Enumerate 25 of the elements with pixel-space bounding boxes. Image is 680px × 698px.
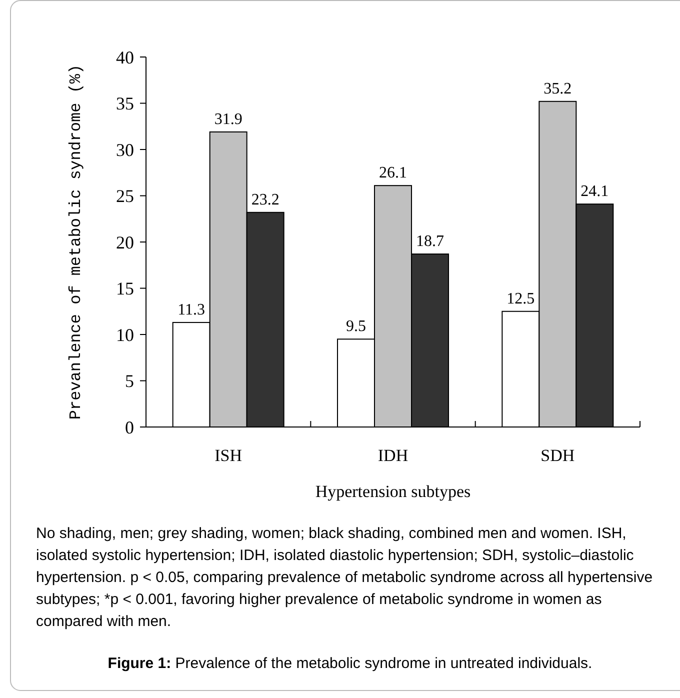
y-tick-label: 30 [116, 140, 134, 160]
y-tick-label: 0 [125, 417, 134, 438]
text: Figure 1: Prevalence of the metabolic syndrome in untreated individuals. [108, 655, 592, 672]
x-tick-label: SDH [540, 446, 575, 465]
text: No shading, men; grey shading, women; black shading, combined men and women. ISH, isolated systolic hypertension; IDH, isolated diastolic hypertension; SDH, systolic–diastolic hypertension. p < 0.05, comparing prevalence of metabolic syndrome across all hypertensive subtypes; *p < 0.001, favoring higher prevalence of metabolic syndrome in women as compared with men. [36, 525, 653, 630]
y-tick-label: 35 [116, 94, 134, 114]
y-tick-label: 20 [116, 232, 134, 252]
data-label: 18.7 [416, 233, 444, 250]
data-label: 31.9 [214, 110, 242, 128]
y-tick-label: 5 [125, 371, 134, 392]
y-axis-title: Prevanlence of metabolic syndrome (%) [67, 64, 85, 420]
y-tick-label: 40 [116, 47, 134, 68]
x-tick-label: IDH [378, 446, 408, 465]
y-tick-label: 25 [116, 186, 134, 206]
data-label: 12.5 [506, 290, 535, 308]
data-label: 26.1 [379, 164, 407, 182]
data-label: 23.2 [251, 191, 280, 208]
y-tick-label: 10 [116, 324, 134, 345]
data-label: 24.1 [580, 183, 609, 200]
x-tick-label: ISH [214, 446, 242, 465]
x-axis-title: Hypertension subtypes [315, 482, 471, 501]
data-label: 9.5 [346, 318, 366, 336]
y-tick-label: 15 [116, 278, 134, 299]
data-label: 11.3 [178, 301, 206, 318]
data-label: 35.2 [544, 80, 572, 98]
